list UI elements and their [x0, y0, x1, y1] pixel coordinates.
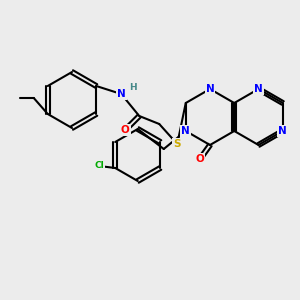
Text: O: O — [121, 125, 130, 135]
Text: N: N — [206, 84, 214, 94]
Text: O: O — [196, 154, 204, 164]
Text: N: N — [182, 126, 190, 136]
Text: Cl: Cl — [94, 161, 104, 170]
Text: S: S — [173, 139, 181, 149]
Text: H: H — [129, 83, 137, 92]
Text: N: N — [278, 126, 287, 136]
Text: N: N — [254, 84, 263, 94]
Text: N: N — [117, 89, 126, 99]
